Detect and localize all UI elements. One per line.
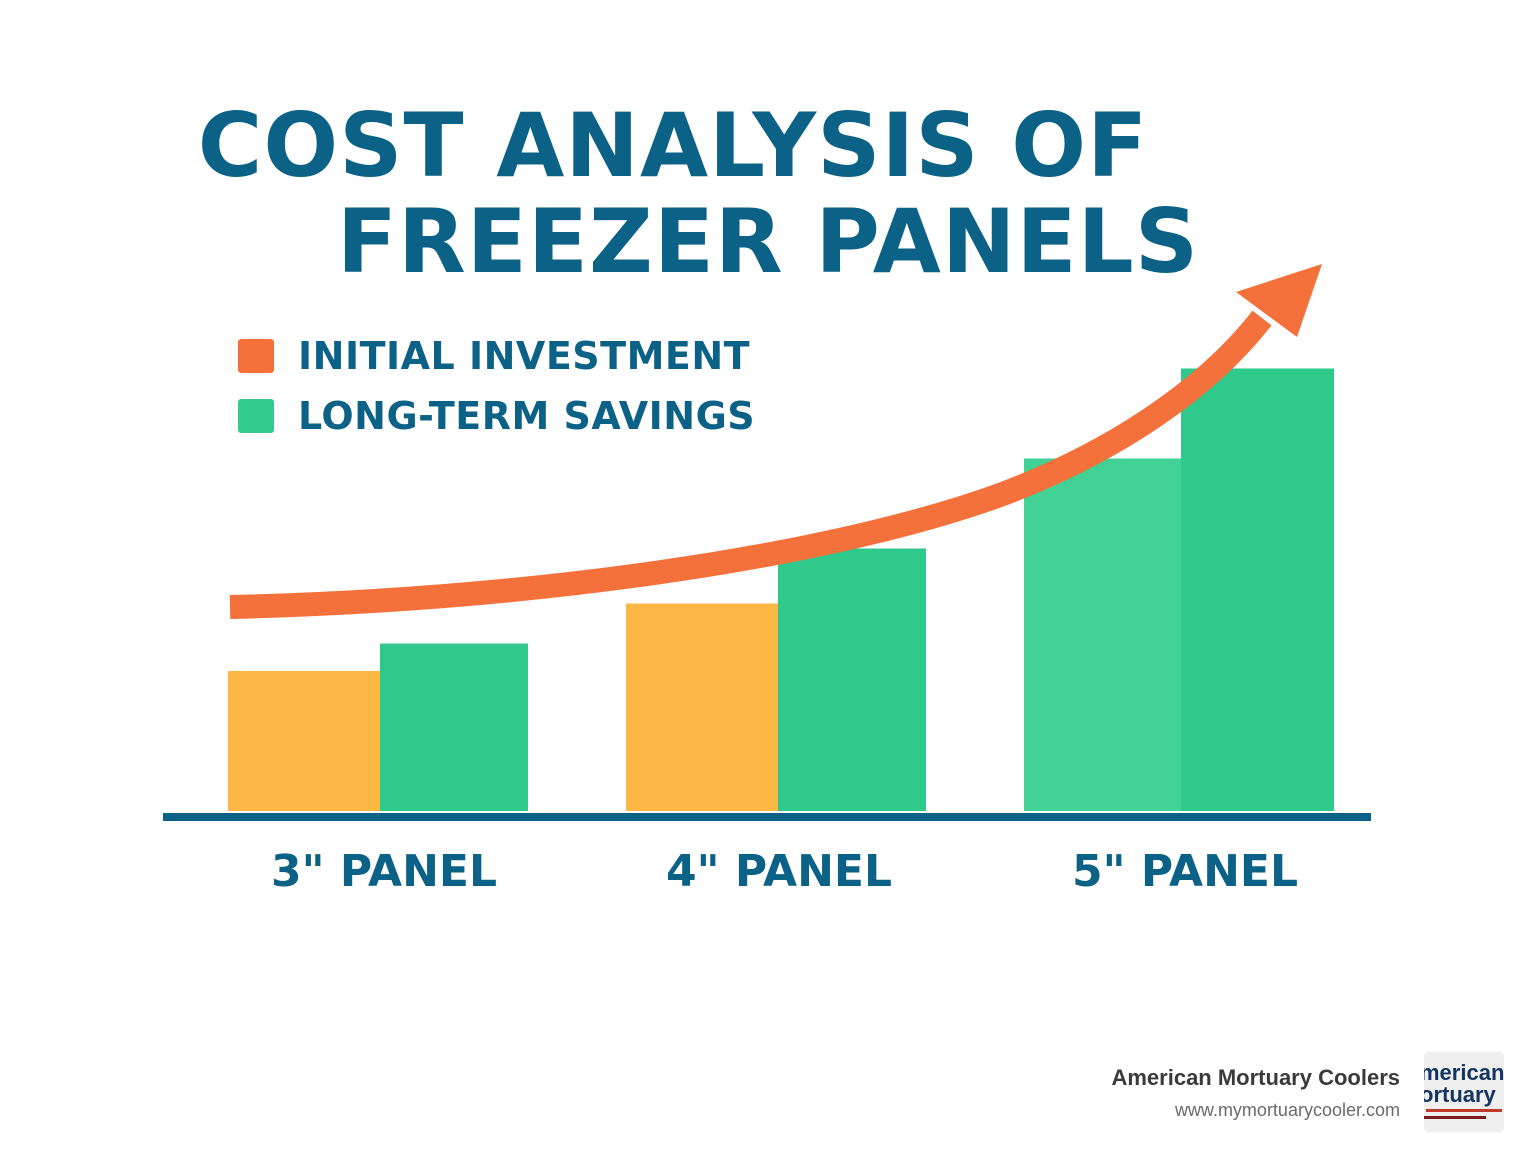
legend: INITIAL INVESTMENT LONG-TERM SAVINGS bbox=[238, 326, 755, 446]
legend-item-long-term-savings: LONG-TERM SAVINGS bbox=[238, 386, 755, 446]
bar-long-term-savings-5in bbox=[1181, 368, 1334, 811]
legend-label-initial-investment: INITIAL INVESTMENT bbox=[298, 334, 751, 378]
bar-long-term-savings-3in bbox=[380, 643, 528, 811]
category-label-5in: 5" PANEL bbox=[1072, 846, 1298, 897]
title-line-1: COST ANALYSIS OF bbox=[197, 94, 1149, 197]
brand-url: www.mymortuarycooler.com bbox=[1174, 1100, 1400, 1120]
category-label-3in: 3" PANEL bbox=[271, 846, 497, 897]
title-line-2: FREEZER PANELS bbox=[336, 190, 1200, 293]
footer-brand: American Mortuary Coolers www.mymortuary… bbox=[1111, 1062, 1400, 1126]
logo-stripe-2 bbox=[1424, 1116, 1486, 1119]
brand-name: American Mortuary Coolers bbox=[1111, 1065, 1400, 1090]
logo-text-line-1: merican bbox=[1424, 1060, 1504, 1085]
legend-label-long-term-savings: LONG-TERM SAVINGS bbox=[298, 394, 756, 438]
chart-title: COST ANALYSIS OF FREEZER PANELS bbox=[0, 98, 1536, 290]
bar-initial-investment-3in bbox=[228, 671, 380, 811]
legend-swatch-long-term-savings bbox=[238, 399, 274, 433]
bar-initial-investment-4in bbox=[626, 603, 778, 811]
bar-long-term-savings-4in bbox=[778, 548, 926, 811]
legend-swatch-initial-investment bbox=[238, 339, 274, 373]
trend-arrow-head bbox=[1236, 264, 1322, 337]
trend-arrow-line bbox=[229, 310, 1272, 619]
bar-initial-investment-5in bbox=[1024, 458, 1181, 811]
logo-stripe bbox=[1426, 1109, 1502, 1112]
legend-item-initial-investment: INITIAL INVESTMENT bbox=[238, 326, 755, 386]
company-logo: merican ortuary bbox=[1424, 1052, 1504, 1132]
category-label-4in: 4" PANEL bbox=[666, 846, 892, 897]
logo-text-line-2: ortuary bbox=[1424, 1082, 1496, 1107]
